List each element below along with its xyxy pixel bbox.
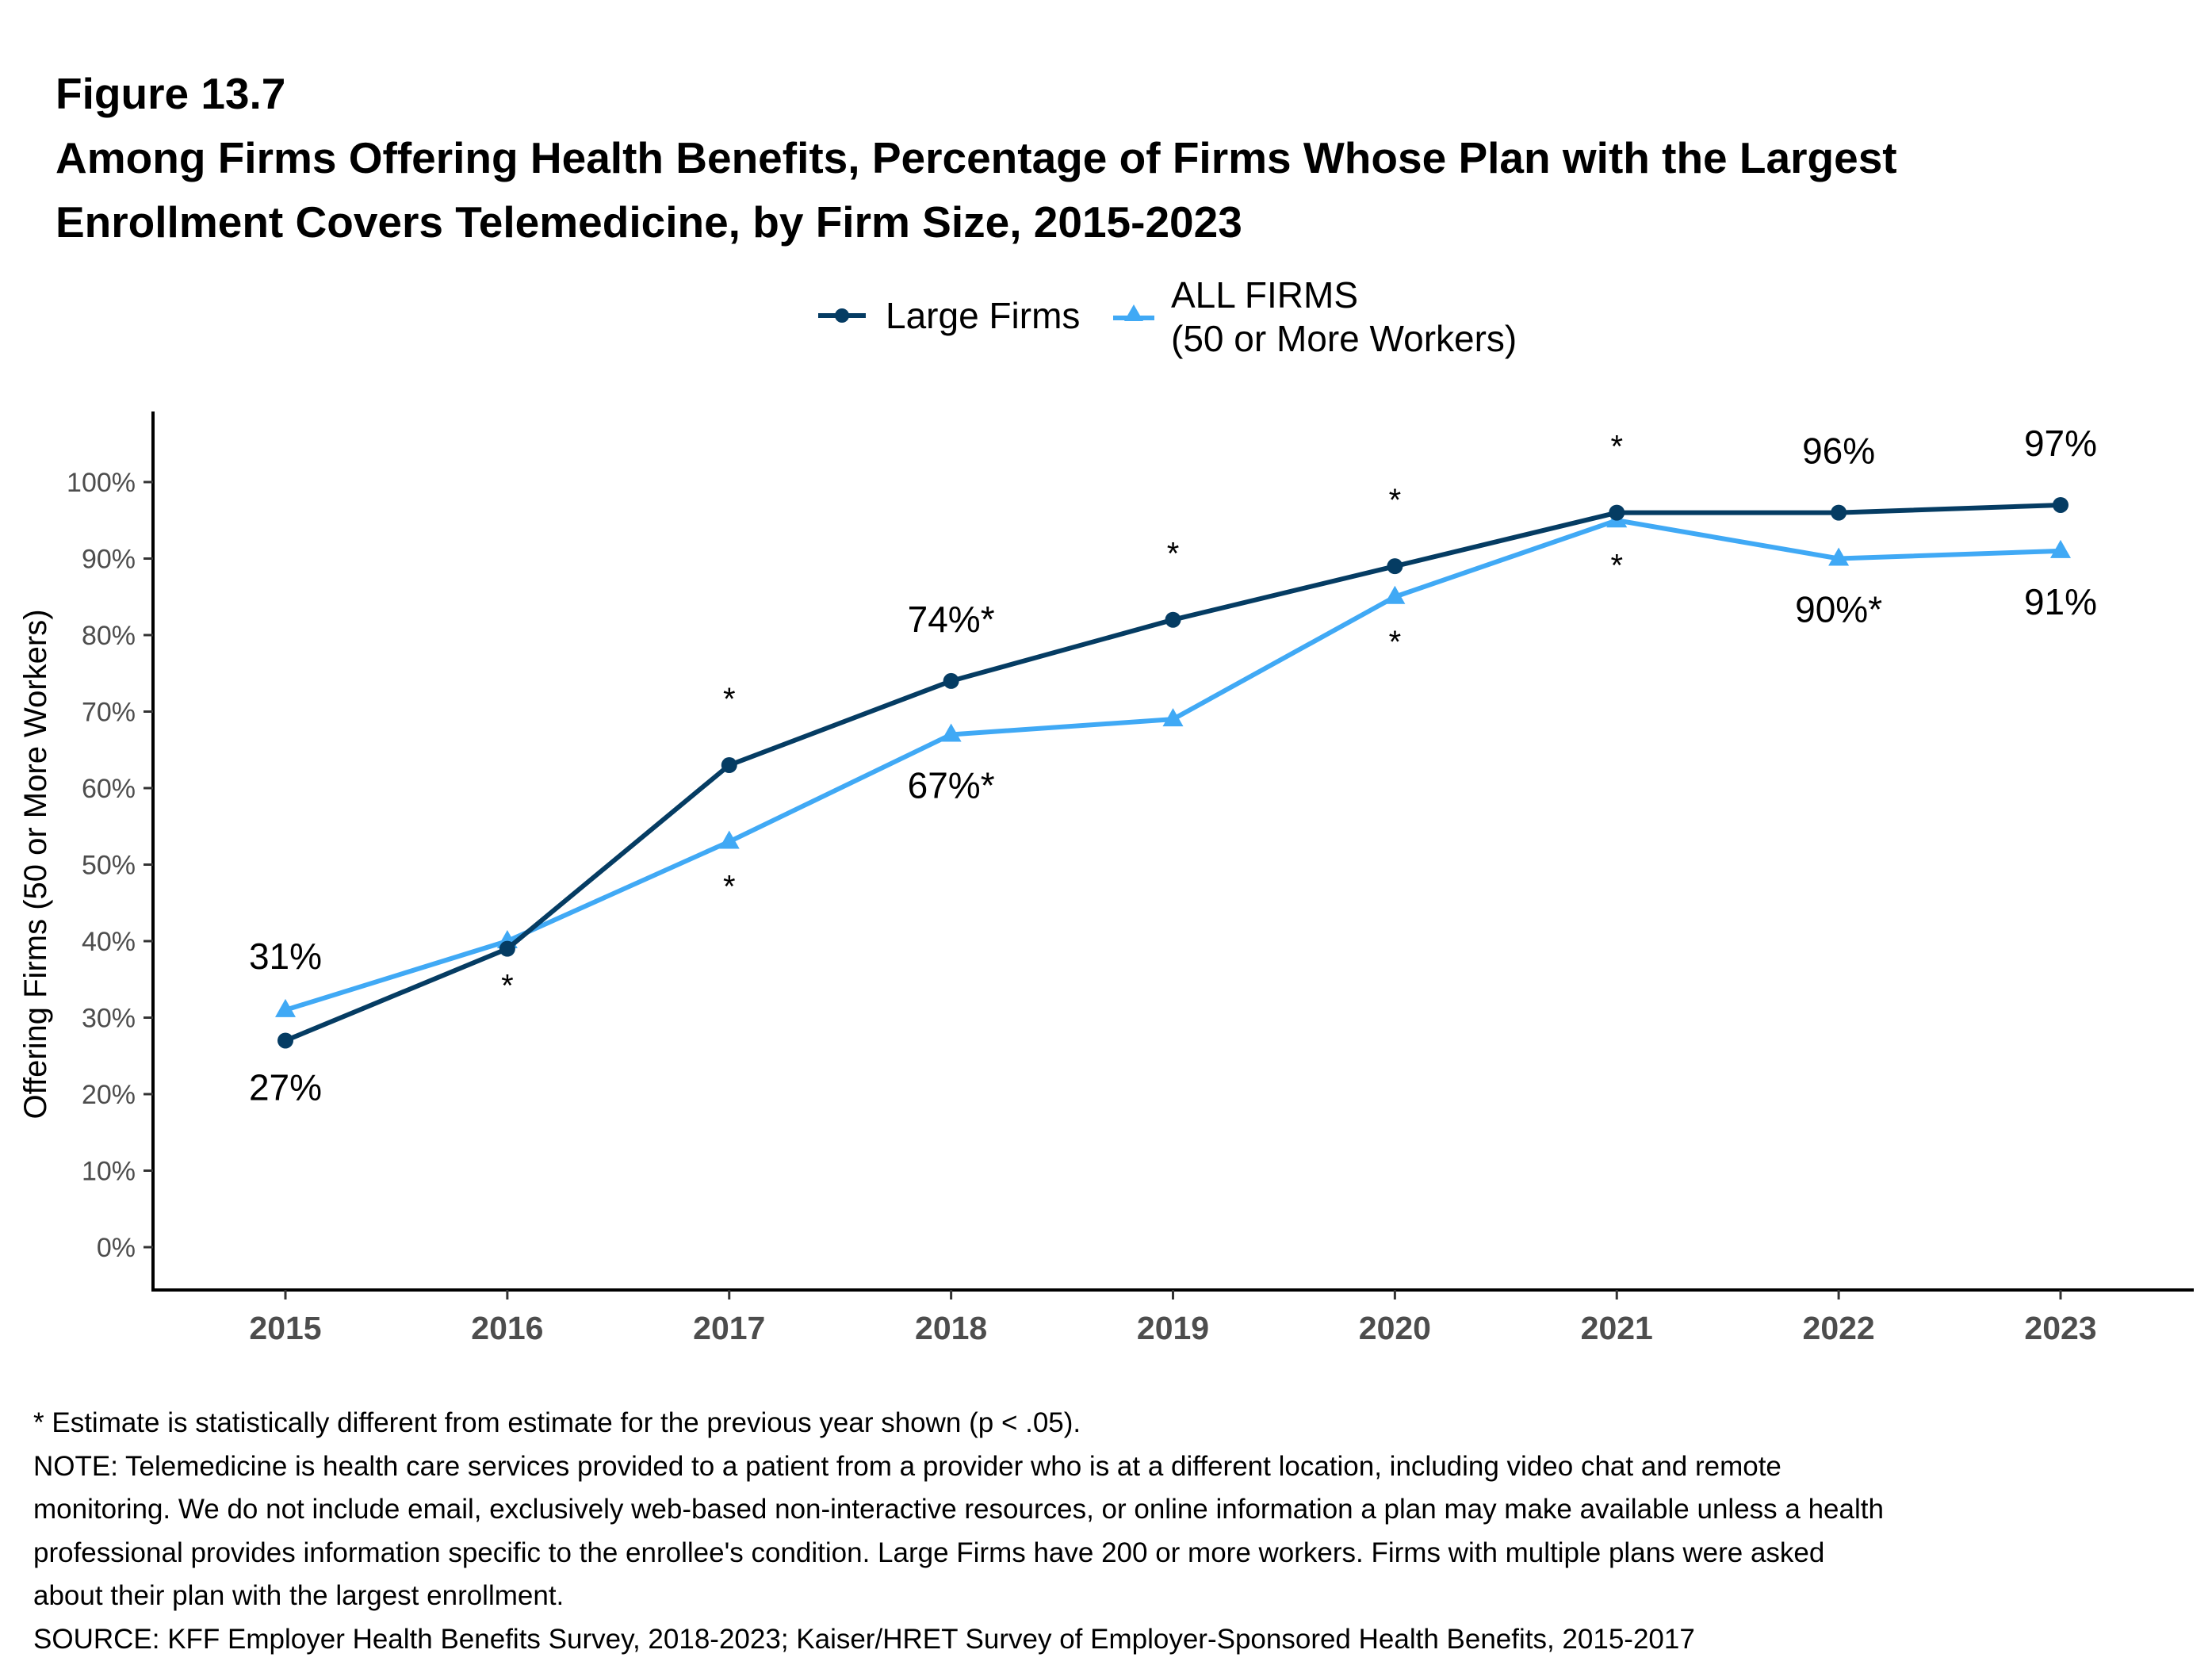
data-label-all-firms: 31% — [249, 936, 322, 977]
significance-marker-large-firms: * — [723, 682, 736, 717]
y-tick-label: 40% — [82, 927, 136, 957]
data-point-large-firms — [1387, 558, 1403, 575]
y-tick-label: 0% — [97, 1233, 136, 1263]
significance-marker-large-firms: * — [1167, 537, 1180, 572]
significance-marker-all-firms: * — [723, 870, 736, 905]
figure-title-line-1: Among Firms Offering Health Benefits, Pe… — [55, 133, 1897, 182]
y-tick-label: 50% — [82, 851, 136, 881]
figure-footer: * Estimate is statistically different fr… — [33, 1402, 1884, 1661]
data-point-large-firms — [721, 757, 737, 774]
data-point-large-firms — [1165, 611, 1181, 628]
footer-source: SOURCE: KFF Employer Health Benefits Sur… — [33, 1623, 1695, 1655]
y-tick-label: 60% — [82, 774, 136, 804]
significance-marker-large-firms: * — [1389, 483, 1402, 518]
y-axis-title: Offering Firms (50 or More Workers) — [18, 609, 53, 1119]
data-label-large-firms: 97% — [2024, 423, 2097, 464]
triangle-marker-icon — [1124, 304, 1143, 321]
data-point-all-firms — [1162, 708, 1184, 727]
footer-note-line-3: professional provides information specif… — [33, 1537, 1825, 1568]
data-point-all-firms — [2050, 539, 2071, 558]
x-tick-label: 2019 — [1137, 1310, 1209, 1346]
data-point-large-firms — [943, 672, 959, 689]
footer-significance-note: * Estimate is statistically different fr… — [33, 1407, 1081, 1438]
y-tick-label: 70% — [82, 698, 136, 728]
data-label-all-firms: 67%* — [908, 764, 995, 806]
x-tick-label: 2020 — [1359, 1310, 1431, 1346]
data-point-all-firms — [275, 998, 296, 1017]
x-tick-label: 2022 — [1803, 1310, 1875, 1346]
data-point-large-firms — [1609, 504, 1625, 521]
figure-title-block: Figure 13.7 Among Firms Offering Health … — [55, 62, 1897, 255]
legend-label-all-firms-line-1: ALL FIRMS — [1171, 274, 1359, 316]
data-point-large-firms — [1831, 504, 1847, 521]
data-label-all-firms: 90%* — [1795, 589, 1882, 630]
data-label-large-firms: 27% — [249, 1066, 322, 1108]
figure-title-line-2: Enrollment Covers Telemedicine, by Firm … — [55, 197, 1242, 247]
legend-label-all-firms-line-2: (50 or More Workers) — [1171, 318, 1517, 359]
significance-marker-all-firms: * — [501, 969, 514, 1004]
legend-key-large-firms — [818, 308, 866, 323]
data-label-all-firms: 91% — [2024, 581, 2097, 622]
data-point-all-firms — [1828, 547, 1850, 566]
legend-label-large-firms: Large Firms — [886, 295, 1081, 336]
footer-note-line-4: about their plan with the largest enroll… — [33, 1580, 564, 1611]
x-tick-label: 2015 — [249, 1310, 321, 1346]
footer-note-line-1: NOTE: Telemedicine is health care servic… — [33, 1450, 1781, 1482]
x-tick-label: 2017 — [693, 1310, 765, 1346]
data-label-large-firms: 96% — [1802, 431, 1875, 472]
data-label-large-firms: 74%* — [908, 599, 995, 640]
data-point-all-firms — [940, 723, 962, 742]
line-chart: 0% 10% 20% 30% 40% 50% 60% 70% 80% 90% 100% 2015 201… — [18, 411, 2194, 1346]
y-tick-label: 10% — [82, 1157, 136, 1187]
data-point-large-firms — [499, 940, 515, 957]
footer-note-line-2: monitoring. We do not include email, exc… — [33, 1494, 1884, 1525]
y-tick-label: 30% — [82, 1004, 136, 1034]
data-point-large-firms — [2053, 496, 2068, 513]
data-point-large-firms — [277, 1032, 293, 1049]
y-tick-label: 20% — [82, 1080, 136, 1110]
significance-marker-large-firms: * — [1610, 430, 1623, 465]
x-tick-label: 2016 — [471, 1310, 543, 1346]
figure-number: Figure 13.7 — [55, 69, 286, 118]
y-tick-label: 90% — [82, 545, 136, 575]
data-point-all-firms — [718, 830, 740, 849]
x-tick-label: 2023 — [2024, 1310, 2096, 1346]
y-tick-label: 100% — [67, 468, 136, 498]
data-point-all-firms — [1384, 585, 1406, 604]
x-tick-label: 2018 — [915, 1310, 987, 1346]
significance-marker-all-firms: * — [1389, 625, 1402, 660]
series-line-large-firms — [284, 502, 2061, 1043]
x-tick-label: 2021 — [1581, 1310, 1653, 1346]
significance-marker-all-firms: * — [1610, 548, 1623, 583]
chart-data-labels: 31% 27% * * * 74%* 67%* * * * * * 96% 90%* 97% 91% — [249, 423, 2097, 1108]
y-tick-label: 80% — [82, 621, 136, 651]
circle-marker-icon — [835, 308, 849, 323]
series-line-all-firms — [285, 518, 2061, 1012]
chart-series — [275, 496, 2071, 1049]
chart-axes: 0% 10% 20% 30% 40% 50% 60% 70% 80% 90% 100% 2015 201… — [67, 411, 2194, 1346]
legend-key-all-firms — [1113, 304, 1154, 321]
